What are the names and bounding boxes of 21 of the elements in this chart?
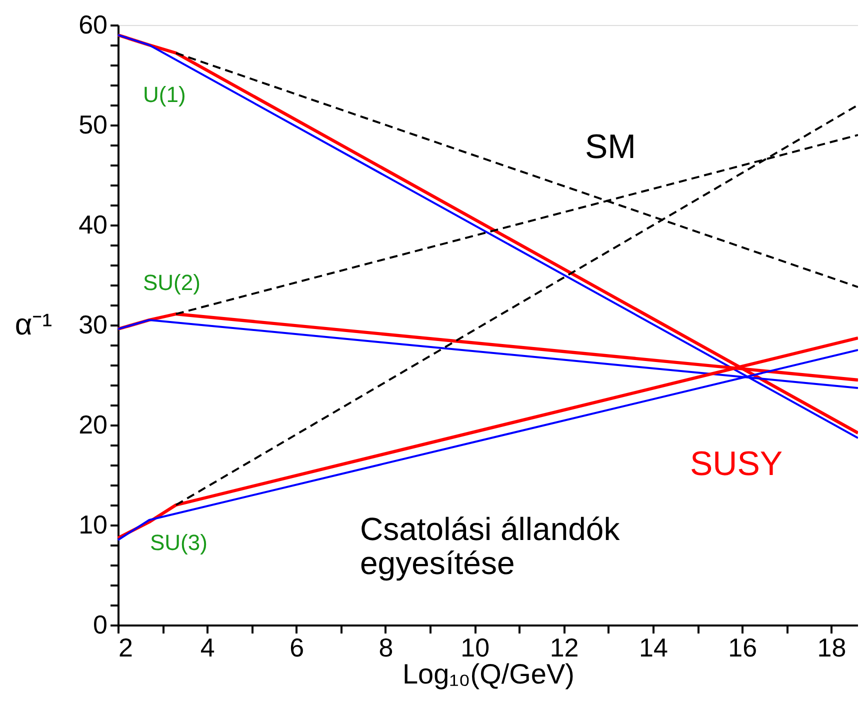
y-tick-label: 30 xyxy=(78,310,108,340)
y-tick-label: 50 xyxy=(78,110,108,140)
x-tick-label: 6 xyxy=(290,632,304,662)
annotation: Csatolási állandók egyesítése xyxy=(360,511,621,581)
annotation: SU(3) xyxy=(150,530,208,555)
y-tick-label: 10 xyxy=(78,510,108,540)
y-tick-label: 0 xyxy=(93,610,108,640)
x-tick-label: 8 xyxy=(378,632,394,662)
x-tick-label: 14 xyxy=(638,632,668,662)
x-tick-label: 16 xyxy=(728,632,758,662)
annotation: U(1) xyxy=(143,82,186,107)
y-tick-label: 20 xyxy=(78,410,108,440)
y-tick-label: 60 xyxy=(78,10,108,40)
annotation: SM xyxy=(585,128,636,166)
annotation: SUSY xyxy=(690,445,783,483)
y-axis-title: α⁻¹ xyxy=(14,308,52,342)
y-tick-label: 40 xyxy=(78,210,108,240)
x-tick-label: 18 xyxy=(817,632,846,662)
annotation: SU(2) xyxy=(143,270,200,295)
x-tick-label: 4 xyxy=(200,632,215,662)
x-tick-label: 2 xyxy=(118,632,133,662)
